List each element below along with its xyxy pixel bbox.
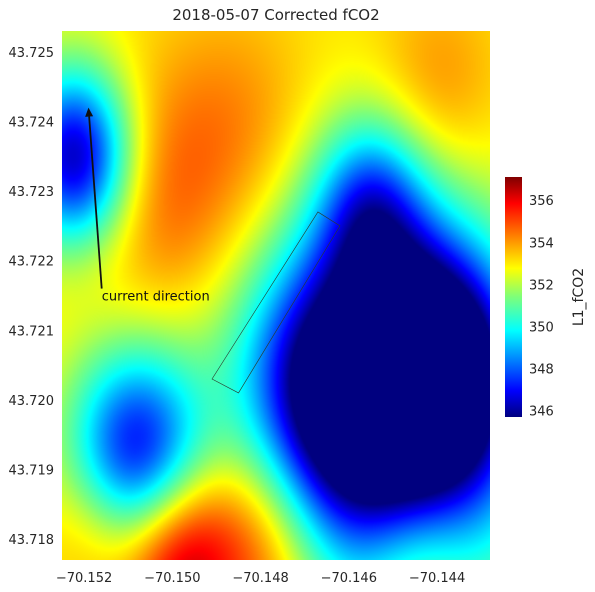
colorbar-tick-label: 356	[529, 194, 554, 209]
y-axis: 43.725 43.724 43.723 43.722 43.721 43.720 43.7…	[9, 46, 55, 548]
colorbar-ticks: 346 348 350 352 354 356	[529, 194, 554, 420]
colorbar-tick-label: 354	[529, 236, 554, 251]
y-tick-label: 43.724	[9, 115, 55, 130]
x-tick-label: −70.146	[321, 571, 377, 586]
x-axis: −70.152 −70.150 −70.148 −70.146 −70.144	[56, 571, 465, 586]
x-tick-label: −70.150	[144, 571, 200, 586]
colorbar-label: L1_fCO2	[571, 268, 587, 326]
plot-area: current direction	[62, 31, 490, 560]
colorbar-tick-label: 350	[529, 320, 554, 335]
colorbar: 346 348 350 352 354 356 L1_fCO2	[505, 177, 587, 420]
y-tick-label: 43.725	[9, 46, 55, 61]
y-tick-label: 43.720	[9, 394, 55, 409]
current-direction-arrowhead	[85, 107, 94, 117]
x-tick-label: −70.144	[409, 571, 465, 586]
y-tick-label: 43.718	[9, 533, 55, 548]
x-tick-label: −70.148	[232, 571, 288, 586]
y-tick-label: 43.721	[9, 324, 55, 339]
x-tick-label: −70.152	[56, 571, 112, 586]
current-direction-label: current direction	[102, 290, 210, 305]
y-tick-label: 43.723	[9, 185, 55, 200]
colorbar-tick-label: 352	[529, 278, 554, 293]
colorbar-tick-label: 346	[529, 405, 554, 420]
y-tick-label: 43.719	[9, 464, 55, 479]
colorbar-gradient	[505, 177, 522, 417]
current-direction-arrow	[88, 116, 103, 289]
chart-title: 2018-05-07 Corrected fCO2	[172, 6, 379, 24]
heatmap-field	[62, 31, 490, 560]
region-outline	[211, 211, 341, 394]
y-tick-label: 43.722	[9, 255, 55, 270]
colorbar-tick-label: 348	[529, 363, 554, 378]
